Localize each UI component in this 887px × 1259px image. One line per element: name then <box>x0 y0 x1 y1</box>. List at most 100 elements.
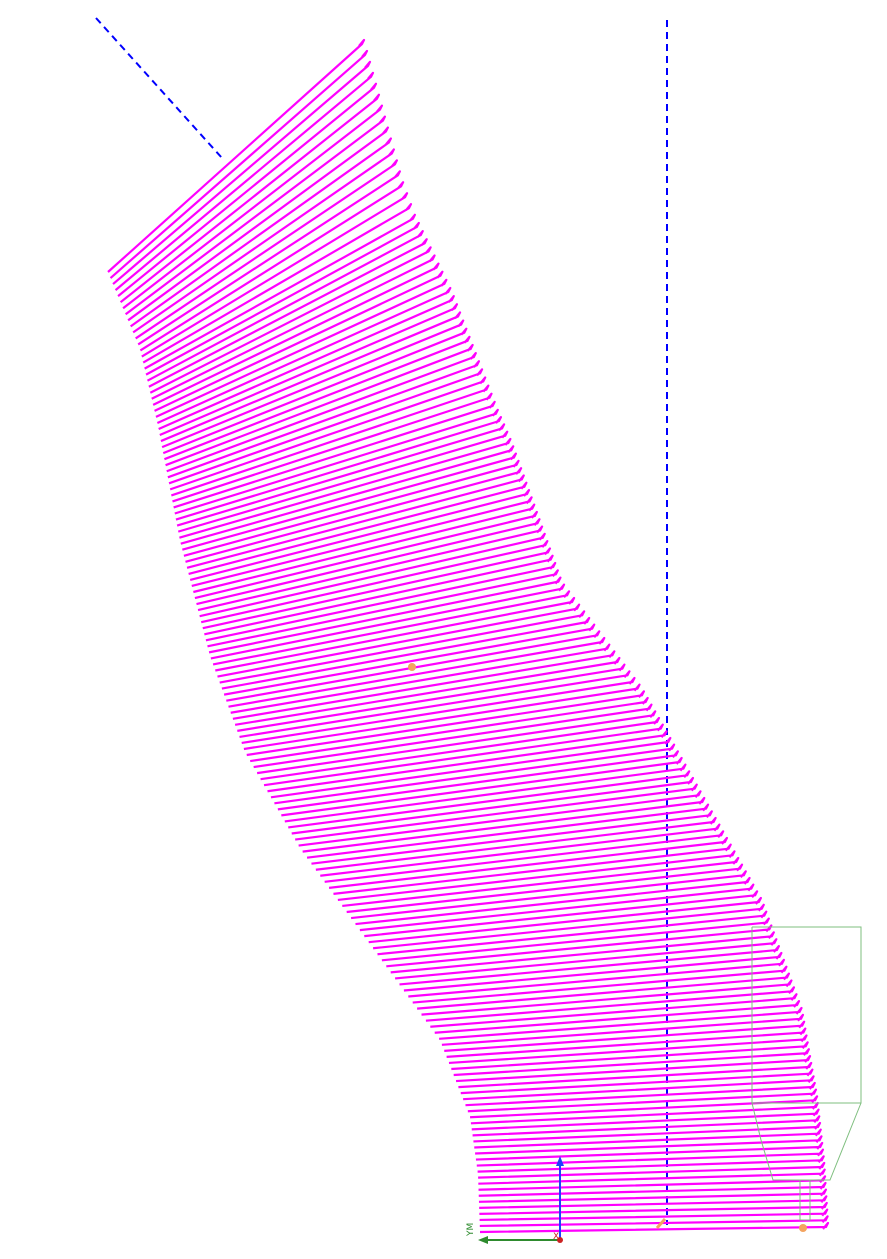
point-marker-icon[interactable] <box>408 663 416 671</box>
toolpath-pass <box>183 459 520 557</box>
toolpath-pass <box>377 910 768 956</box>
toolpath-pass <box>146 229 424 382</box>
toolpath-pass <box>253 703 653 769</box>
toolpath-pass <box>156 286 452 424</box>
toolpath-pass <box>346 863 744 914</box>
coordinate-triad-icon[interactable]: YM X <box>466 1156 564 1244</box>
toolpath-pass <box>474 1128 822 1149</box>
triad-z-arrow <box>556 1156 564 1166</box>
toolpath-pass <box>284 763 687 823</box>
point-marker-icon[interactable] <box>799 1224 807 1232</box>
toolpath-pass <box>417 972 791 1010</box>
toolpath-pass <box>107 38 366 273</box>
toolpath-pass <box>130 137 392 328</box>
toolpath-pass <box>180 445 515 545</box>
toolpath-pass <box>172 392 493 503</box>
toolpath-pass <box>467 1088 818 1113</box>
toolpath-pass <box>200 540 549 624</box>
toolpath-pass <box>478 1161 826 1179</box>
toolpath-pass <box>328 836 729 889</box>
toolpath-pass <box>182 452 517 551</box>
toolpath-pass <box>155 278 448 418</box>
toolpath-pass <box>333 843 732 895</box>
toolpath-pass <box>208 576 562 654</box>
toolpath-pass <box>381 917 770 962</box>
toolpath-pass <box>122 104 384 310</box>
toolpath-pass <box>142 203 413 364</box>
toolpath-pass <box>451 1041 809 1071</box>
toolpath-pass <box>191 496 533 588</box>
toolpath-pass <box>465 1081 816 1107</box>
toolpath-pass <box>141 192 409 358</box>
toolpath-pass <box>477 1155 825 1173</box>
toolpath-pass <box>132 148 395 334</box>
toolpath-pass <box>479 1195 828 1209</box>
toolpath-pass <box>302 796 706 853</box>
toolpath-pass <box>470 1095 819 1119</box>
toolpath-pass <box>239 670 631 738</box>
toolpath-pass <box>241 676 636 745</box>
toolpath-pass <box>372 903 765 950</box>
toolpath-pass <box>207 569 559 648</box>
part-outline-lower <box>751 1102 862 1181</box>
toolpath-pass <box>223 623 596 696</box>
toolpath-pass <box>281 756 683 817</box>
toolpath-pass <box>479 1215 829 1228</box>
toolpath-pass <box>197 525 544 612</box>
toolpath-pass <box>166 351 477 473</box>
toolpath-pass <box>230 643 611 714</box>
toolpath-pass <box>148 238 428 388</box>
toolpath-pass <box>476 1148 825 1167</box>
toolpath-pass <box>221 616 591 690</box>
toolpath-pass <box>448 1034 808 1065</box>
toolpath-pass <box>162 327 468 455</box>
toolpath-pass <box>145 221 420 376</box>
toolpath-pass <box>453 1048 810 1077</box>
toolpath-pass <box>217 603 581 678</box>
toolpath-pass <box>455 1054 812 1083</box>
toolpath-pass <box>479 1221 830 1234</box>
toolpath-pass <box>460 1068 814 1095</box>
toolpath-pass <box>232 650 616 720</box>
triad-origin-label: X <box>553 1232 559 1242</box>
toolpath-pass <box>212 590 571 666</box>
toolpath-pass <box>274 743 676 805</box>
toolpath-pass <box>434 999 801 1034</box>
toolpath-pass <box>204 554 554 636</box>
toolpath-pass <box>169 376 487 491</box>
toolpath-pass <box>315 816 717 871</box>
toolpath-pass <box>170 384 490 497</box>
toolpath-pass <box>421 979 793 1016</box>
toolpath-pass <box>193 503 536 594</box>
toolpath-pass <box>174 408 499 515</box>
toolpath-pass <box>164 335 471 461</box>
toolpath-pass <box>446 1027 807 1059</box>
toolpath-pass <box>177 430 509 533</box>
toolpath-pass <box>237 663 626 732</box>
toolpath-pass <box>408 958 785 998</box>
toolpath-pass <box>168 368 484 485</box>
toolpath-pass <box>478 1181 827 1197</box>
toolpath-pass <box>364 890 759 938</box>
toolpath-pass <box>368 896 762 944</box>
toolpath-pass <box>196 518 541 606</box>
toolpath-pass <box>189 488 531 581</box>
toolpath-pass <box>471 1108 820 1131</box>
toolpath-pass <box>390 931 775 974</box>
toolpath-pass <box>359 883 755 932</box>
toolpath-pass <box>256 710 657 775</box>
toolpath-pass <box>210 583 566 660</box>
toolpath-pass <box>425 986 796 1022</box>
guide-line-diagonal <box>95 17 223 159</box>
toolpath-pass <box>267 730 668 793</box>
toolpath-pass <box>205 561 557 642</box>
toolpath-pass <box>475 1135 823 1155</box>
toolpath-pass <box>202 547 552 630</box>
point-marker-icon[interactable] <box>655 1218 667 1229</box>
toolpath-pass <box>260 716 661 781</box>
toolpath-pass <box>291 776 695 835</box>
toolpath-pass <box>412 965 788 1004</box>
toolpath-pass <box>355 876 751 926</box>
